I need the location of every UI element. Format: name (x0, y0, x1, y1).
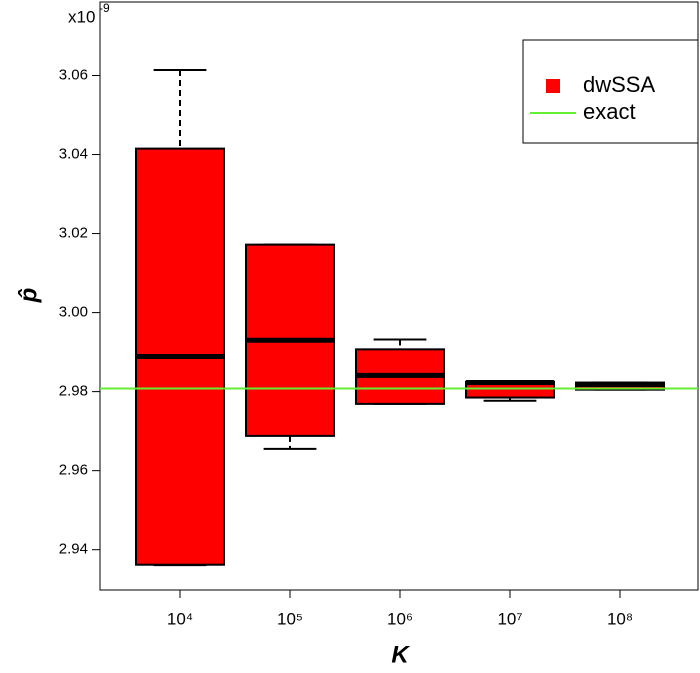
x-tick-label: 10⁸ (607, 609, 633, 628)
y-tick-label: 3.04 (59, 146, 88, 163)
y-tick-label: 2.96 (59, 462, 88, 479)
y-tick-label: 3.02 (59, 225, 88, 242)
y-tick-label: 2.94 (59, 541, 88, 558)
legend-label: exact (583, 99, 636, 124)
x-tick-label: 10⁶ (387, 609, 413, 628)
y-multiplier: x10 (68, 7, 95, 26)
x-axis-label: K (391, 641, 410, 668)
y-multiplier-exponent: -9 (99, 1, 110, 15)
x-tick-label: 10⁵ (277, 609, 303, 628)
y-tick-label: 3.00 (59, 304, 88, 321)
plot-frame (99, 1, 699, 591)
y-tick-label: 3.06 (59, 66, 88, 83)
legend-swatch (546, 79, 560, 93)
x-tick-label: 10⁷ (497, 609, 522, 628)
legend-label: dwSSA (583, 72, 655, 97)
y-axis-label: p̂ (15, 288, 42, 304)
x-tick-label: 10⁴ (167, 609, 193, 628)
y-tick-label: 2.98 (59, 383, 88, 400)
